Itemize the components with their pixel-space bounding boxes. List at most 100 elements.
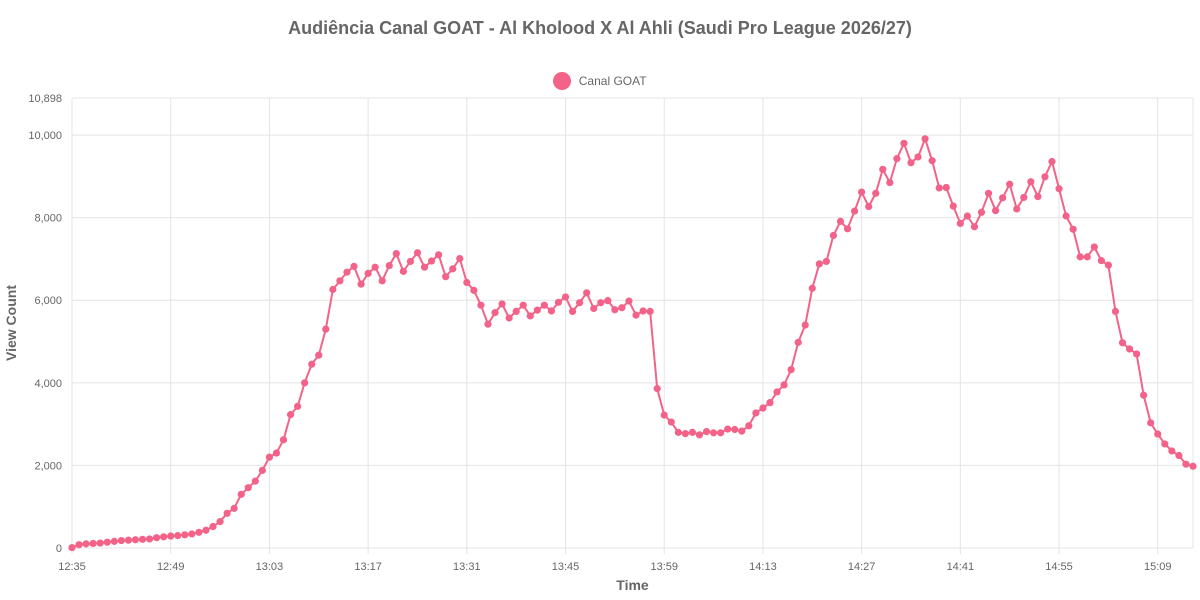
data-point — [1062, 212, 1070, 220]
data-point — [181, 531, 189, 539]
data-point — [251, 477, 259, 485]
data-point — [357, 280, 365, 288]
data-point — [928, 157, 936, 165]
data-point — [420, 263, 429, 271]
data-point — [709, 429, 718, 437]
data-point — [674, 428, 682, 436]
data-point — [329, 285, 337, 294]
data-point — [977, 208, 986, 216]
data-point — [808, 284, 816, 292]
data-point — [1027, 178, 1035, 186]
data-point — [336, 277, 344, 285]
data-point — [1076, 253, 1084, 261]
data-point — [103, 538, 111, 546]
data-point — [604, 297, 612, 305]
y-tick-label: 10,898 — [28, 93, 62, 105]
x-tick-label: 13:03 — [256, 561, 284, 573]
data-point — [237, 490, 245, 498]
data-point — [801, 321, 809, 329]
data-point — [153, 534, 161, 542]
data-point — [1020, 193, 1028, 202]
x-tick-label: 15:09 — [1144, 561, 1172, 573]
data-point — [1118, 339, 1127, 347]
x-tick-label: 14:13 — [749, 561, 777, 573]
data-point — [540, 301, 548, 309]
data-point — [1189, 462, 1197, 470]
x-tick-label: 12:49 — [157, 561, 185, 573]
data-point — [110, 537, 118, 545]
data-point — [1140, 391, 1148, 399]
data-point — [449, 265, 457, 273]
data-point — [1182, 460, 1190, 468]
data-point — [223, 509, 231, 517]
y-tick-label: 10,000 — [28, 130, 62, 142]
data-point — [505, 314, 513, 322]
data-point — [484, 320, 492, 328]
data-point — [117, 536, 125, 545]
data-point — [547, 307, 556, 315]
data-point — [731, 425, 739, 434]
data-point — [160, 533, 168, 541]
data-point — [512, 307, 520, 315]
data-point — [639, 307, 647, 315]
data-point — [1006, 180, 1014, 188]
data-point — [836, 217, 845, 225]
data-point — [1111, 307, 1120, 315]
data-point — [900, 139, 908, 147]
data-point — [879, 165, 887, 173]
legend-label-canal-goat: Canal GOAT — [578, 74, 647, 88]
data-point — [893, 155, 901, 163]
data-point — [202, 526, 210, 534]
data-point — [1048, 157, 1056, 166]
data-point — [702, 427, 711, 436]
data-point — [780, 381, 788, 389]
x-tick-label: 13:17 — [354, 561, 382, 573]
data-point — [124, 536, 132, 544]
data-point — [858, 188, 866, 196]
data-point — [1161, 440, 1169, 448]
data-point — [209, 522, 217, 531]
x-tick-label: 12:35 — [58, 561, 86, 573]
data-point — [477, 301, 485, 309]
legend[interactable]: Canal GOAT — [0, 72, 1200, 90]
x-tick-label: 13:59 — [650, 561, 678, 573]
data-point — [371, 263, 379, 271]
series-line-canal-goat — [71, 137, 1194, 549]
data-point — [1083, 253, 1091, 261]
data-point — [935, 184, 943, 192]
data-point — [1097, 257, 1105, 265]
y-axis-title: View Count — [3, 285, 19, 361]
y-tick-label: 0 — [56, 543, 62, 555]
data-point — [315, 351, 323, 359]
data-point — [145, 535, 154, 543]
data-point — [717, 429, 725, 437]
data-point — [456, 254, 464, 263]
data-point — [1125, 345, 1134, 353]
data-point — [230, 504, 238, 512]
data-point — [1133, 350, 1141, 358]
data-point — [1154, 430, 1162, 438]
data-point — [519, 301, 527, 309]
y-tick-label: 8,000 — [34, 213, 62, 225]
data-point — [886, 178, 894, 187]
data-point — [1090, 243, 1098, 251]
data-point — [829, 231, 838, 240]
data-point — [1013, 205, 1021, 213]
data-point — [188, 530, 196, 538]
data-point — [216, 517, 224, 526]
legend-swatch-canal-goat — [553, 72, 572, 90]
data-point — [815, 260, 823, 268]
data-point — [787, 366, 795, 374]
data-point — [914, 153, 922, 161]
data-point — [667, 418, 675, 426]
data-point — [1175, 451, 1183, 460]
data-point — [688, 428, 697, 436]
data-point — [385, 261, 393, 270]
data-point — [745, 422, 753, 430]
data-point — [660, 411, 668, 419]
data-point — [568, 307, 577, 315]
data-point — [773, 388, 781, 396]
data-point — [427, 257, 436, 265]
data-point — [850, 207, 859, 215]
